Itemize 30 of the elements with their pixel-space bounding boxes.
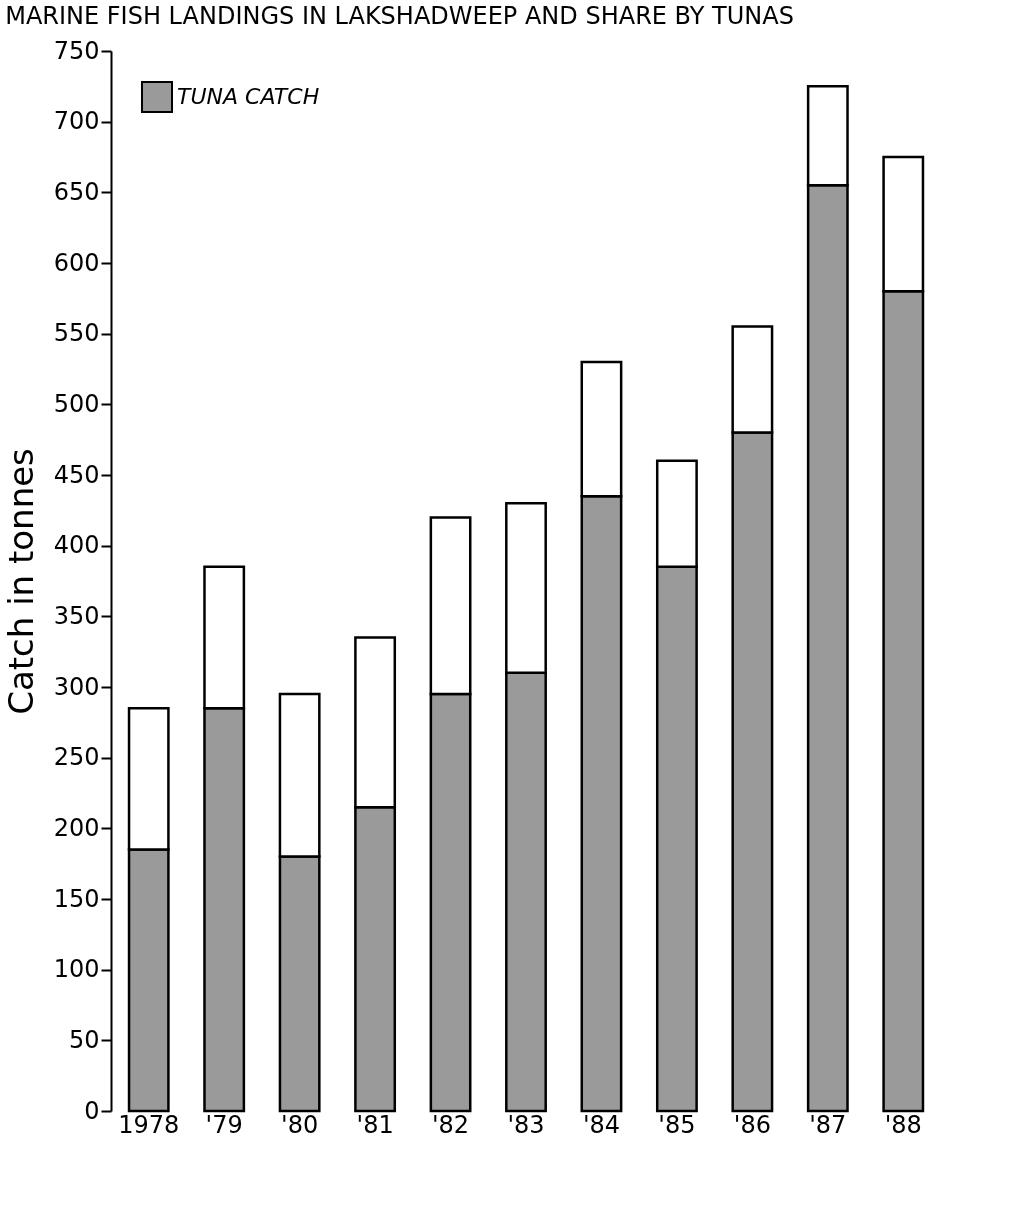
y-tick-label: 350 <box>53 601 100 630</box>
y-tick-label: 250 <box>53 743 100 772</box>
y-tick-label: 500 <box>53 389 100 418</box>
y-tick-label: 450 <box>53 460 100 489</box>
y-tick-label: 600 <box>53 248 100 277</box>
legend-label: TUNA CATCH <box>177 84 320 109</box>
x-tick-label: '81 <box>356 1110 394 1139</box>
y-tick-label: 400 <box>53 531 100 560</box>
y-axis-title: Catch in tonnes <box>0 448 41 715</box>
y-tick-label: 200 <box>53 813 100 842</box>
y-tick-label: 150 <box>53 884 100 913</box>
x-tick-label: '82 <box>431 1110 470 1139</box>
x-tick-label: '88 <box>884 1110 922 1139</box>
y-tick-label: 700 <box>53 107 100 136</box>
x-tick-label: '83 <box>507 1110 545 1139</box>
x-tick-label: 1978 <box>118 1110 180 1139</box>
y-tick-label: 750 <box>53 36 100 65</box>
x-tick-label: '84 <box>582 1110 621 1139</box>
x-tick-label: '85 <box>658 1110 696 1139</box>
y-tick-label: 50 <box>68 1025 100 1054</box>
y-tick-label: 650 <box>53 177 100 206</box>
x-tick-label: '86 <box>733 1110 771 1139</box>
y-tick-label: 0 <box>84 1096 100 1125</box>
x-tick-label: '87 <box>809 1110 847 1139</box>
x-tick-label: '79 <box>205 1110 243 1139</box>
x-tick-label: '80 <box>281 1110 319 1139</box>
y-tick-label: 100 <box>53 955 100 984</box>
y-tick-label: 550 <box>53 319 100 348</box>
y-tick-label: 300 <box>53 672 100 701</box>
chart-title: MARINE FISH LANDINGS IN LAKSHADWEEP AND SHARE BY TUNAS <box>5 2 794 30</box>
